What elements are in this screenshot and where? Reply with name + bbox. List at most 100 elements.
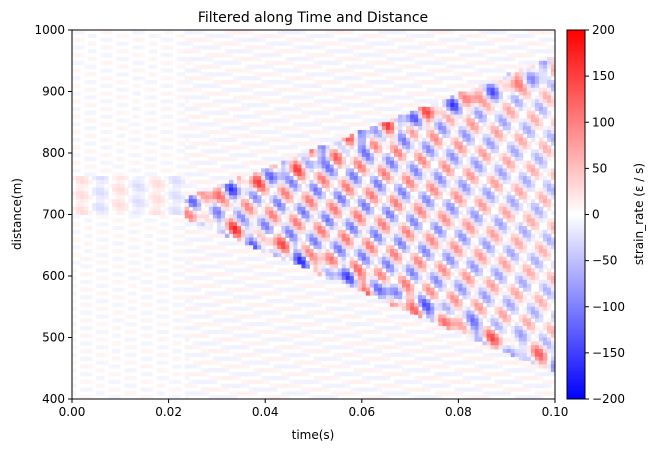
field-cell <box>402 179 407 185</box>
field-cell <box>220 337 226 342</box>
field-cell <box>289 95 294 100</box>
field-cell <box>414 356 419 361</box>
field-cell <box>398 202 403 208</box>
field-cell <box>345 37 351 42</box>
field-cell <box>414 272 419 277</box>
field-cell <box>208 91 214 96</box>
field-cell <box>192 141 198 146</box>
field-cell <box>398 56 403 62</box>
field-cell <box>301 241 306 246</box>
field-cell <box>398 364 403 369</box>
field-cell <box>172 379 178 385</box>
field-cell <box>241 179 246 185</box>
field-cell <box>337 199 343 204</box>
field-cell <box>160 202 165 208</box>
field-cell <box>373 229 379 235</box>
field-cell <box>116 41 121 46</box>
field-cell <box>414 114 419 119</box>
field-cell <box>321 153 326 158</box>
field-cell <box>257 45 262 50</box>
field-cell <box>273 145 278 150</box>
field-cell <box>389 76 395 81</box>
field-cell <box>301 226 306 231</box>
field-cell <box>313 252 318 258</box>
field-cell <box>313 103 318 108</box>
field-cell <box>257 310 262 315</box>
field-cell <box>325 291 331 296</box>
field-cell <box>237 202 242 208</box>
field-cell <box>365 110 371 115</box>
field-cell <box>402 387 407 392</box>
field-cell <box>398 341 403 346</box>
field-cell <box>208 37 214 42</box>
field-cell <box>349 264 355 269</box>
field-cell <box>301 149 306 154</box>
field-cell <box>237 222 242 227</box>
field-cell <box>345 287 351 292</box>
field-cell <box>76 187 81 192</box>
field-cell <box>301 95 306 100</box>
field-cell <box>426 60 431 65</box>
field-cell <box>381 364 387 369</box>
field-cell <box>148 226 153 231</box>
field-cell <box>269 252 274 258</box>
field-cell <box>406 172 411 177</box>
field-cell <box>224 299 230 304</box>
field-cell <box>357 322 363 327</box>
field-cell <box>76 68 81 73</box>
field-cell <box>313 218 318 223</box>
field-cell <box>245 172 250 177</box>
field-cell <box>406 195 411 200</box>
field-cell <box>273 172 278 177</box>
field-cell <box>297 187 302 192</box>
field-cell <box>172 210 178 215</box>
field-cell <box>285 76 290 81</box>
field-cell <box>172 249 178 254</box>
field-cell <box>241 268 246 273</box>
field-cell <box>100 137 105 142</box>
field-cell <box>112 295 117 300</box>
field-cell <box>253 241 258 246</box>
field-cell <box>228 306 234 311</box>
field-cell <box>394 352 399 358</box>
field-cell <box>116 103 121 108</box>
field-cell <box>212 60 218 65</box>
field-cell <box>233 249 238 254</box>
field-cell <box>329 49 335 54</box>
field-cell <box>277 41 282 46</box>
field-cell <box>373 179 379 185</box>
field-cell <box>100 145 105 150</box>
field-cell <box>373 126 379 131</box>
field-cell <box>377 195 383 200</box>
field-cell <box>345 164 351 169</box>
field-cell <box>104 106 109 112</box>
field-cell <box>120 256 125 262</box>
field-cell <box>148 149 153 154</box>
field-cell <box>224 129 230 135</box>
field-cell <box>273 252 278 258</box>
field-cell <box>233 226 238 231</box>
field-cell <box>301 153 306 158</box>
field-cell <box>241 241 246 246</box>
field-cell <box>394 364 399 369</box>
field-cell <box>156 245 161 250</box>
field-cell <box>212 387 218 392</box>
field-cell <box>406 76 411 81</box>
field-cell <box>136 114 141 119</box>
field-cell <box>406 37 411 42</box>
field-cell <box>208 137 214 142</box>
field-cell <box>414 176 419 181</box>
field-cell <box>402 56 407 62</box>
field-cell <box>293 153 298 158</box>
field-cell <box>132 360 137 365</box>
field-cell <box>233 114 238 119</box>
field-cell <box>373 164 379 169</box>
field-cell <box>196 333 202 338</box>
field-cell <box>245 83 250 89</box>
field-cell <box>389 37 395 42</box>
field-cell <box>76 153 81 158</box>
field-cell <box>257 226 262 231</box>
field-cell <box>164 168 169 173</box>
field-cell <box>184 256 190 262</box>
field-cell <box>132 368 137 373</box>
